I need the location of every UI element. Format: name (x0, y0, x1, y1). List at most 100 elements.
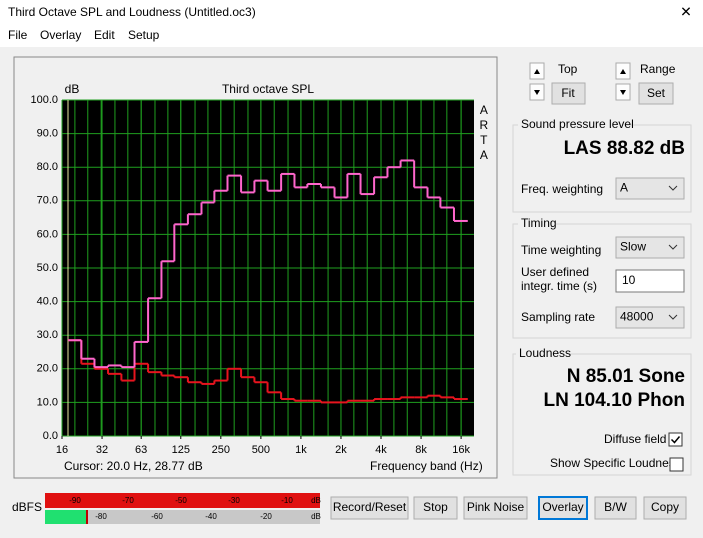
set-button-label[interactable]: Set (647, 86, 666, 100)
x-tick-label: 250 (212, 444, 230, 456)
meter-scale-label: -90 (69, 496, 81, 505)
menu-item[interactable]: Edit (94, 28, 115, 42)
field-label: Time weighting (521, 243, 601, 257)
meter-scale-label: -80 (95, 512, 107, 521)
level-bar (45, 493, 320, 508)
y-tick-label: 100.0 (30, 94, 58, 106)
side-label: ARTA (477, 103, 491, 163)
group-title: Timing (521, 216, 557, 230)
checkbox[interactable] (668, 432, 683, 447)
checkbox-label: Diffuse field (604, 432, 666, 446)
select[interactable]: 48000 (615, 306, 685, 329)
checkbox[interactable] (669, 457, 684, 472)
select-arrow[interactable] (668, 185, 678, 191)
text-input[interactable] (615, 269, 685, 293)
plot: 0.0 10.0 20.0 30.0 40.0 50.0 60.0 70.0 80.0 90.0 1… (30, 94, 474, 456)
loudness-n: N 85.01 Sone (567, 366, 685, 387)
meter-scale-label: dB (311, 496, 321, 505)
loudness-ln: LN 104.10 Phon (544, 390, 686, 411)
button-label[interactable]: Overlay (542, 500, 583, 514)
close-button[interactable]: ✕ (680, 4, 692, 20)
button[interactable] (330, 496, 409, 520)
y-axis-label: dB (65, 82, 80, 96)
title-bar (0, 0, 703, 27)
y-tick-label: 80.0 (37, 161, 58, 173)
meter-track (45, 510, 320, 524)
x-axis-label: Frequency band (Hz) (370, 459, 483, 473)
select-arrow[interactable] (668, 244, 678, 250)
range-label: Range (640, 62, 676, 76)
window-title: Third Octave SPL and Loudness (Untitled.… (8, 5, 256, 19)
field-label: User defined (521, 265, 589, 279)
y-tick-label: 40.0 (37, 296, 58, 308)
field-label: integr. time (s) (521, 279, 597, 293)
top-label: Top (558, 62, 578, 76)
button-label[interactable]: Record/Reset (333, 500, 407, 514)
field-label: Sampling rate (521, 310, 595, 324)
menu-item[interactable]: File (8, 28, 28, 42)
checkmark (670, 436, 681, 444)
button[interactable] (643, 496, 687, 520)
select-box[interactable] (615, 177, 685, 200)
text-input-value[interactable]: 10 (622, 273, 636, 287)
y-tick-label: 70.0 (37, 195, 58, 207)
y-tick-label: 10.0 (37, 396, 58, 408)
select-value[interactable]: A (620, 181, 628, 195)
select-box[interactable] (615, 306, 685, 329)
meter-scale-label: -60 (151, 512, 163, 521)
x-tick-label: 8k (415, 444, 427, 456)
menu-bar (0, 27, 703, 47)
group-title: Sound pressure level (521, 117, 634, 131)
y-tick-label: 30.0 (37, 329, 58, 341)
group-box (512, 353, 692, 476)
meter-scale-label: dB (311, 512, 321, 521)
button[interactable] (538, 496, 588, 520)
select-value[interactable]: Slow (620, 240, 646, 254)
group-title-bg (518, 118, 624, 132)
x-tick-label: 1k (295, 444, 307, 456)
x-tick-label: 16 (56, 444, 68, 456)
y-tick-label: 50.0 (37, 262, 58, 274)
x-tick-label: 125 (172, 444, 190, 456)
chart-title: Third octave SPL (222, 82, 314, 96)
spin-buttons[interactable] (529, 62, 631, 101)
button-label[interactable]: Pink Noise (467, 500, 525, 514)
set-button[interactable] (638, 82, 674, 105)
fit-button[interactable] (551, 82, 586, 105)
meter-label: dBFS (12, 500, 42, 514)
select[interactable]: Slow (615, 236, 685, 259)
x-tick-label: 4k (375, 444, 387, 456)
menu-item[interactable]: Overlay (40, 28, 81, 42)
x-tick-label: 16k (452, 444, 470, 456)
cursor-readout: Cursor: 20.0 Hz, 28.77 dB (64, 459, 203, 473)
meter-scale-label: -50 (175, 496, 187, 505)
y-tick-label: 60.0 (37, 228, 58, 240)
group-title-bg (516, 347, 568, 361)
fit-button-label[interactable]: Fit (561, 86, 575, 100)
select-arrow[interactable] (668, 314, 678, 320)
spl-reading: LAS 88.82 dB (564, 138, 685, 159)
x-tick-label: 500 (252, 444, 270, 456)
y-tick-label: 90.0 (37, 128, 58, 140)
x-tick-label: 32 (96, 444, 108, 456)
y-tick-label: 20.0 (37, 363, 58, 375)
button-row: Record/Reset Stop Pink Noise Overlay B/W Copy (330, 496, 687, 520)
button-label[interactable]: Stop (423, 500, 448, 514)
select-value[interactable]: 48000 (620, 310, 654, 324)
select[interactable]: A (615, 177, 685, 200)
y-tick-label: 0.0 (43, 430, 58, 442)
field-label: Freq. weighting (521, 182, 603, 196)
button[interactable] (463, 496, 528, 520)
button[interactable] (413, 496, 458, 520)
checkboxes (668, 432, 684, 472)
checkbox-label: Show Specific Loudness (550, 456, 681, 470)
meter-scale-label: -30 (228, 496, 240, 505)
meter-scale-label: -20 (260, 512, 272, 521)
meter-scale: -90 -70 -50 -30 -10 dB -80 -60 -40 -20 dB (69, 496, 321, 521)
button-label[interactable]: B/W (604, 500, 627, 514)
button-label[interactable]: Copy (651, 500, 679, 514)
menu-item[interactable]: Setup (128, 28, 160, 42)
select-box[interactable] (615, 236, 685, 259)
button[interactable] (594, 496, 637, 520)
